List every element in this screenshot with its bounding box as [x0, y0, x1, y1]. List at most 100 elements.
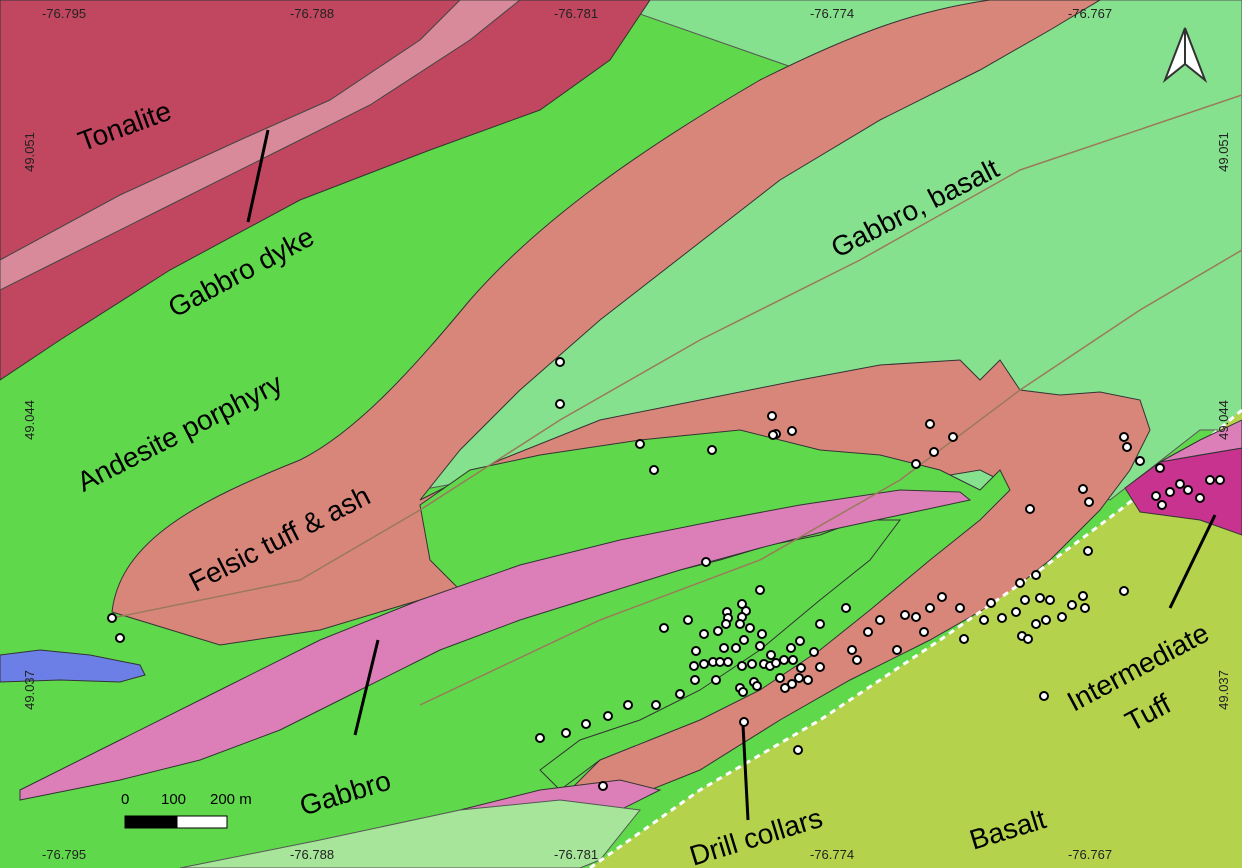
gabbro-dyke-leader — [246, 129, 270, 223]
drill-collar-point — [787, 679, 797, 689]
drill-collar-point — [796, 663, 806, 673]
drill-collar-point — [555, 357, 565, 367]
drill-collar-point — [535, 733, 545, 743]
tonalite-unit — [0, 0, 651, 381]
longitude-tick-top: -76.781 — [553, 6, 599, 21]
drill-collar-point — [561, 728, 571, 738]
drill-collar-point — [1084, 497, 1094, 507]
drill-collar-point — [1045, 595, 1055, 605]
drill-collar-point — [689, 661, 699, 671]
drill-collar-point — [794, 673, 804, 683]
drill-collar-point — [752, 681, 762, 691]
drill-collar-point — [1039, 691, 1049, 701]
drill-collar-point — [1041, 615, 1051, 625]
scale-bar-zero: 0 — [121, 791, 130, 808]
drill-collar-point — [731, 643, 741, 653]
drill-collar-point — [735, 619, 745, 629]
drill-collar-point — [1205, 475, 1215, 485]
drill-collar-point — [771, 658, 781, 668]
drill-collar-point — [767, 411, 777, 421]
scale-bar-mid: 100 — [161, 791, 187, 808]
drill-collar-point — [1011, 607, 1021, 617]
drill-collar-point — [719, 643, 729, 653]
drill-collar-point — [892, 645, 902, 655]
drill-collar-point — [691, 646, 701, 656]
scale-bar-end: 200 m — [210, 791, 252, 808]
drill-collar-point — [623, 700, 633, 710]
drill-collar-point — [925, 603, 935, 613]
drill-collar-point — [997, 613, 1007, 623]
scale-bar — [124, 815, 228, 829]
drill-collar-point — [1215, 475, 1225, 485]
drill-collar-point — [1035, 593, 1045, 603]
drill-collar-point — [900, 610, 910, 620]
drill-collar-point — [1083, 546, 1093, 556]
drill-collar-point — [1175, 479, 1185, 489]
drill-collar-point — [713, 626, 723, 636]
basalt-unit — [590, 410, 1242, 868]
drill-collar-point — [649, 465, 659, 475]
drill-collar-point — [699, 629, 709, 639]
longitude-tick-top: -76.795 — [41, 6, 87, 21]
drill-collar-point — [815, 619, 825, 629]
latitude-tick-left: 49.051 — [22, 132, 37, 172]
drill-collar-point — [115, 633, 125, 643]
trace-line — [111, 94, 1242, 619]
drill-collar-point — [788, 655, 798, 665]
drill-collar-point — [651, 700, 661, 710]
drill-collars — [107, 357, 1225, 791]
drill-collar-point — [598, 781, 608, 791]
latitude-tick-left: 49.037 — [22, 670, 37, 710]
drill-collar-point — [937, 592, 947, 602]
drill-collar-point — [755, 641, 765, 651]
drill-collar-point — [659, 623, 669, 633]
drill-collar-point — [1151, 491, 1161, 501]
drill-collar-point — [787, 426, 797, 436]
drill-collar-point — [815, 662, 825, 672]
drill-collar-point — [581, 719, 591, 729]
drill-collar-point — [715, 657, 725, 667]
drill-collar-point — [1078, 591, 1088, 601]
drill-collar-point — [1020, 595, 1030, 605]
drill-collar-point — [699, 659, 709, 669]
drill-collar-point — [1080, 603, 1090, 613]
drill-collar-point — [979, 615, 989, 625]
longitude-tick-top: -76.767 — [1067, 6, 1113, 21]
drill-collar-point — [755, 585, 765, 595]
drill-collar-point — [919, 627, 929, 637]
gabbro-unit — [19, 489, 972, 801]
drill-collar-point — [795, 636, 805, 646]
drill-collar-point — [757, 629, 767, 639]
drill-collar-point — [955, 603, 965, 613]
drill-collar-point — [779, 655, 789, 665]
latitude-tick-left: 49.044 — [22, 400, 37, 440]
drill-collar-point — [723, 657, 733, 667]
drill-collar-point — [555, 399, 565, 409]
drill-collar-point — [675, 689, 685, 699]
drill-collar-point — [1122, 442, 1132, 452]
longitude-tick-bottom: -76.767 — [1067, 847, 1113, 862]
drill-collar-point — [986, 598, 996, 608]
drill-collar-point — [1155, 463, 1165, 473]
drill-collars-leader — [741, 724, 750, 821]
drill-collar-point — [1025, 504, 1035, 514]
drill-collar-point — [683, 615, 693, 625]
drill-collar-point — [107, 613, 117, 623]
drill-collar-point — [948, 432, 958, 442]
drill-collar-point — [603, 711, 613, 721]
drill-collar-point — [863, 627, 873, 637]
drill-collar-point — [690, 675, 700, 685]
drill-collar-point — [711, 675, 721, 685]
felsic-tuff-unit — [111, 0, 1151, 811]
drill-collar-point — [721, 619, 731, 629]
drill-collar-point — [1031, 570, 1041, 580]
drill-collar-point — [1135, 456, 1145, 466]
drill-collar-point — [911, 612, 921, 622]
drill-collar-point — [852, 655, 862, 665]
drill-collar-point — [766, 650, 776, 660]
drill-collar-point — [768, 430, 778, 440]
drill-collar-point — [847, 645, 857, 655]
drill-collar-point — [911, 459, 921, 469]
